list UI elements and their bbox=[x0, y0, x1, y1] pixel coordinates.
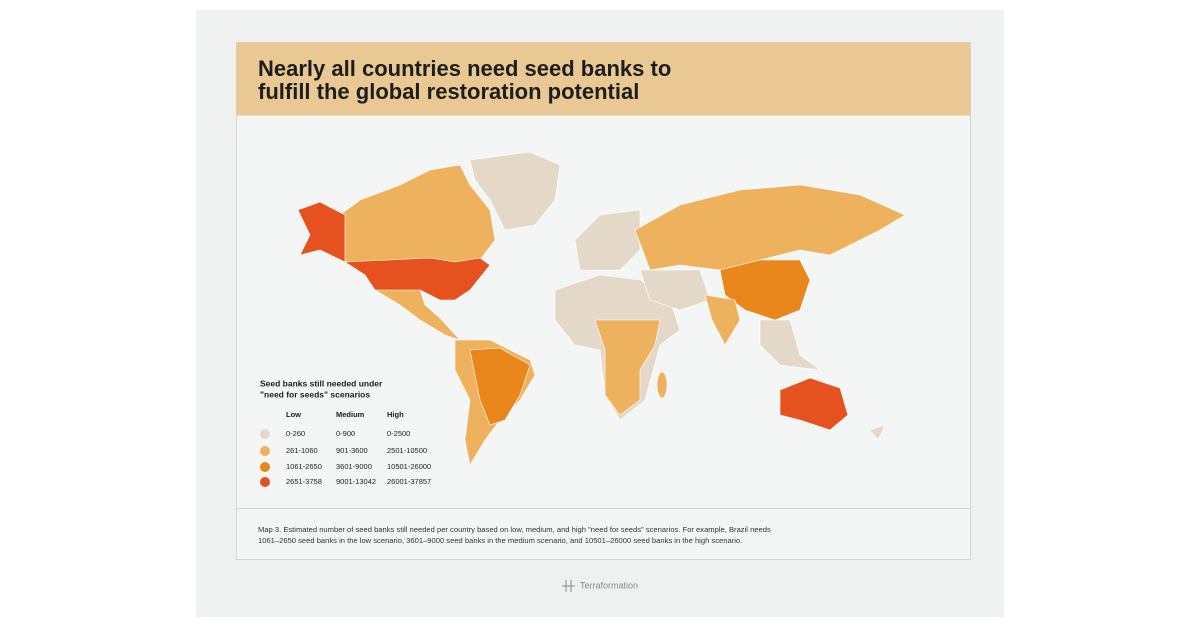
legend-swatch bbox=[260, 429, 270, 439]
caption-line: Map 3. Estimated number of seed banks st… bbox=[258, 525, 771, 534]
header-band bbox=[236, 42, 971, 116]
legend-column: Low bbox=[286, 410, 301, 419]
legend-title: Seed banks still needed under bbox=[260, 378, 383, 388]
legend-swatch bbox=[260, 446, 270, 456]
legend-range: 10501-26000 bbox=[387, 462, 431, 471]
legend-range: 3601-9000 bbox=[336, 462, 372, 471]
title-line: fulfill the global restoration potential bbox=[258, 79, 639, 104]
legend-range: 26001-37857 bbox=[387, 477, 431, 486]
legend-range: 901-3600 bbox=[336, 446, 368, 455]
legend-range: 9001-13042 bbox=[336, 477, 376, 486]
brand-icon bbox=[562, 580, 575, 592]
legend-range: 0-900 bbox=[336, 429, 355, 438]
legend-range: 261-1060 bbox=[286, 446, 318, 455]
legend-title: "need for seeds" scenarios bbox=[260, 389, 370, 399]
legend-range: 2501-10500 bbox=[387, 446, 427, 455]
world-map bbox=[297, 151, 906, 466]
title-line: Nearly all countries need seed banks to bbox=[258, 56, 671, 81]
legend-column: High bbox=[387, 410, 404, 419]
legend-range: 2651-3758 bbox=[286, 477, 322, 486]
caption-line: 1061–2650 seed banks in the low scenario… bbox=[258, 536, 742, 545]
legend-swatch bbox=[260, 462, 270, 472]
legend-range: 0-2500 bbox=[387, 429, 410, 438]
brand: Terraformation bbox=[580, 580, 638, 590]
legend-swatch bbox=[260, 477, 270, 487]
legend-range: 0-260 bbox=[286, 429, 305, 438]
legend-range: 1061-2650 bbox=[286, 462, 322, 471]
legend-column: Medium bbox=[336, 410, 365, 419]
legend: Seed banks still needed under "need for … bbox=[260, 378, 383, 399]
